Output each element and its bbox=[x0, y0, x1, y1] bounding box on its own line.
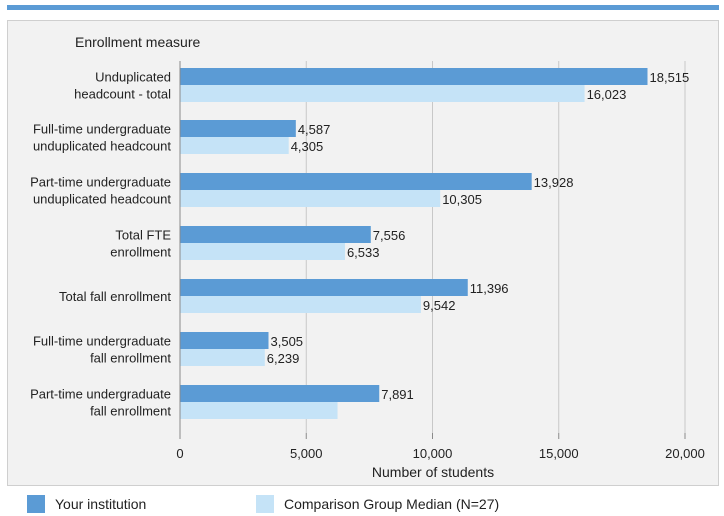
data-label-your-institution: 11,396 bbox=[470, 281, 509, 296]
legend-label-your-institution: Your institution bbox=[55, 496, 147, 512]
data-label-comparison: 6,239 bbox=[267, 351, 300, 366]
data-label-your-institution: 7,891 bbox=[381, 387, 414, 402]
category-label: Total fall enrollment bbox=[59, 289, 171, 304]
data-label-your-institution: 7,556 bbox=[373, 228, 406, 243]
data-label-your-institution: 4,587 bbox=[298, 122, 331, 137]
bar-comparison bbox=[180, 402, 338, 419]
x-tick-label: 20,000 bbox=[665, 446, 705, 461]
legend-label-comparison: Comparison Group Median (N=27) bbox=[284, 496, 500, 512]
bar-comparison bbox=[180, 243, 345, 260]
top-rule bbox=[7, 5, 719, 10]
category-label: Full-time undergraduate bbox=[33, 334, 171, 349]
bar-comparison bbox=[180, 349, 265, 366]
category-label: headcount - total bbox=[74, 87, 171, 102]
bar-your-institution bbox=[180, 332, 269, 349]
category-label: Part-time undergraduate bbox=[30, 175, 171, 190]
category-label: fall enrollment bbox=[90, 404, 171, 419]
data-label-comparison: 16,023 bbox=[587, 87, 627, 102]
data-label-comparison: 9,542 bbox=[423, 298, 456, 313]
x-tick-label: 15,000 bbox=[539, 446, 579, 461]
legend-comparison: Comparison Group Median (N=27) bbox=[256, 494, 499, 514]
category-label: unduplicated headcount bbox=[33, 192, 171, 207]
x-tick-label: 5,000 bbox=[290, 446, 323, 461]
bar-comparison bbox=[180, 137, 289, 154]
data-label-your-institution: 18,515 bbox=[650, 70, 690, 85]
legend-swatch-comparison bbox=[256, 495, 274, 513]
category-label: fall enrollment bbox=[90, 351, 171, 366]
bar-comparison bbox=[180, 190, 441, 207]
data-label-comparison: 10,305 bbox=[442, 192, 482, 207]
data-label-your-institution: 13,928 bbox=[534, 175, 574, 190]
category-label: enrollment bbox=[110, 245, 171, 260]
category-label: Total FTE bbox=[115, 228, 171, 243]
bar-your-institution bbox=[180, 279, 468, 296]
bar-your-institution bbox=[180, 68, 648, 85]
enrollment-bar-chart: 0 5,000 10,000 15,000 20,000 Enrollment meas… bbox=[30, 34, 705, 480]
bar-comparison bbox=[180, 296, 421, 313]
legend-your-institution: Your institution bbox=[27, 494, 146, 514]
category-label: Unduplicated bbox=[95, 70, 171, 85]
bar-your-institution bbox=[180, 226, 371, 243]
x-axis-title: Number of students bbox=[372, 464, 494, 480]
bar-your-institution bbox=[180, 173, 532, 190]
x-tick-label: 10,000 bbox=[413, 446, 453, 461]
chart-frame: 0 5,000 10,000 15,000 20,000 Enrollment meas… bbox=[7, 20, 719, 486]
data-label-your-institution: 3,505 bbox=[271, 334, 304, 349]
category-label: Part-time undergraduate bbox=[30, 387, 171, 402]
bar-your-institution bbox=[180, 385, 380, 402]
category-axis-title: Enrollment measure bbox=[75, 34, 200, 50]
data-label-comparison: 4,305 bbox=[291, 139, 324, 154]
bar-comparison bbox=[180, 85, 585, 102]
data-label-comparison: 6,533 bbox=[347, 245, 380, 260]
category-label: Full-time undergraduate bbox=[33, 122, 171, 137]
bar-your-institution bbox=[180, 120, 296, 137]
category-label: unduplicated headcount bbox=[33, 139, 171, 154]
legend-swatch-your-institution bbox=[27, 495, 45, 513]
x-tick-label: 0 bbox=[176, 446, 183, 461]
